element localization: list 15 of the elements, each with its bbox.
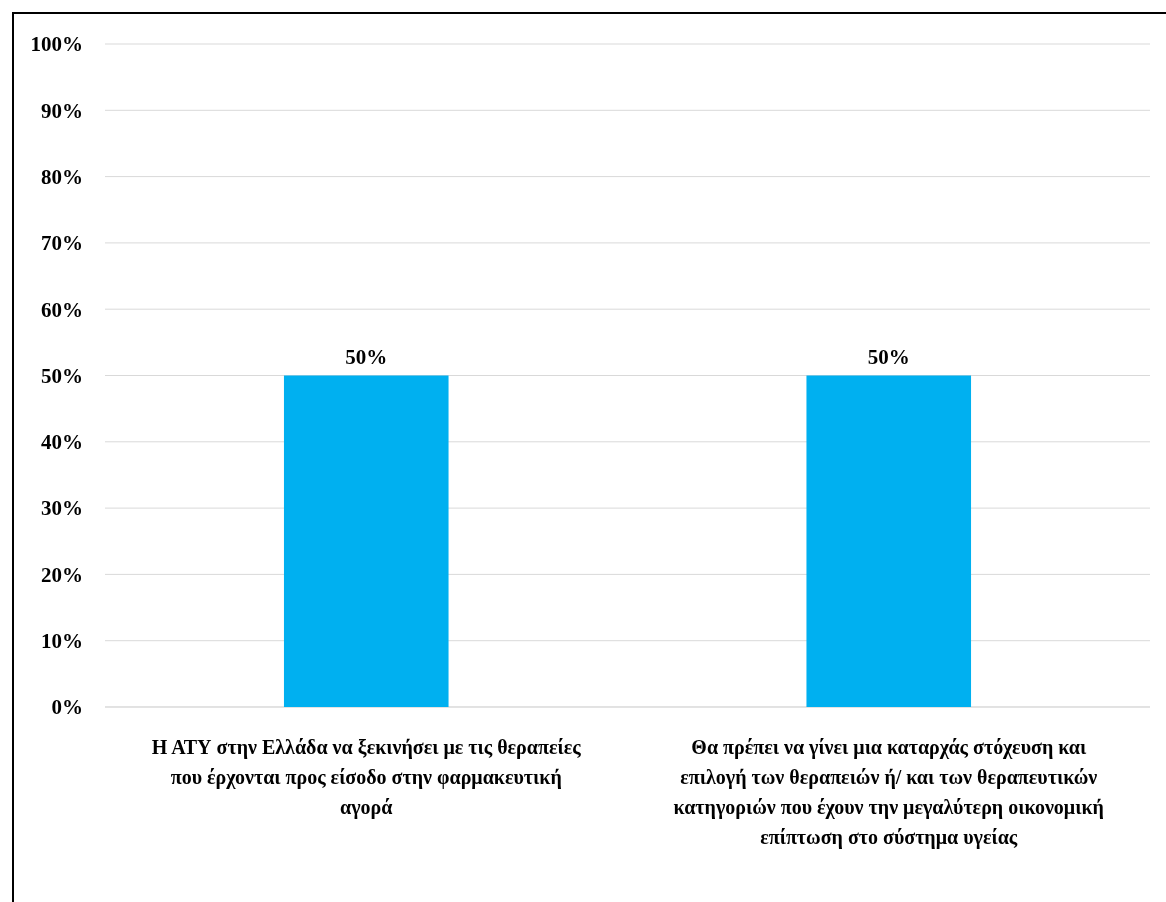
y-tick-label: 100%	[30, 32, 83, 57]
y-tick-label: 80%	[41, 164, 83, 189]
y-tick-label: 90%	[41, 98, 83, 123]
y-tick-label: 30%	[41, 496, 83, 521]
y-tick-label: 50%	[41, 363, 83, 388]
y-tick-label: 70%	[41, 231, 83, 256]
y-tick-label: 0%	[51, 695, 83, 720]
x-tick-label: Θα πρέπει να γίνει μια καταρχάς στόχευση και επιλογή των θεραπειών ή/ και των θεραπευτικών κατηγοριών που έχουν την μεγαλύτερη οικονομική επίπτωση στο σύστημα υγείας	[673, 736, 1104, 849]
x-tick-label: Η ΑΤΥ στην Ελλάδα να ξεκινήσει με τις θεραπείες που έρχονται προς είσοδο στην φαρμακευτική αγορά	[151, 736, 582, 819]
data-label: 50%	[867, 344, 910, 369]
data-label: 50%	[345, 344, 388, 369]
y-tick-label: 20%	[41, 562, 83, 587]
y-tick-label: 40%	[41, 430, 83, 455]
y-tick-label: 10%	[41, 629, 83, 654]
y-tick-label: 60%	[41, 297, 83, 322]
